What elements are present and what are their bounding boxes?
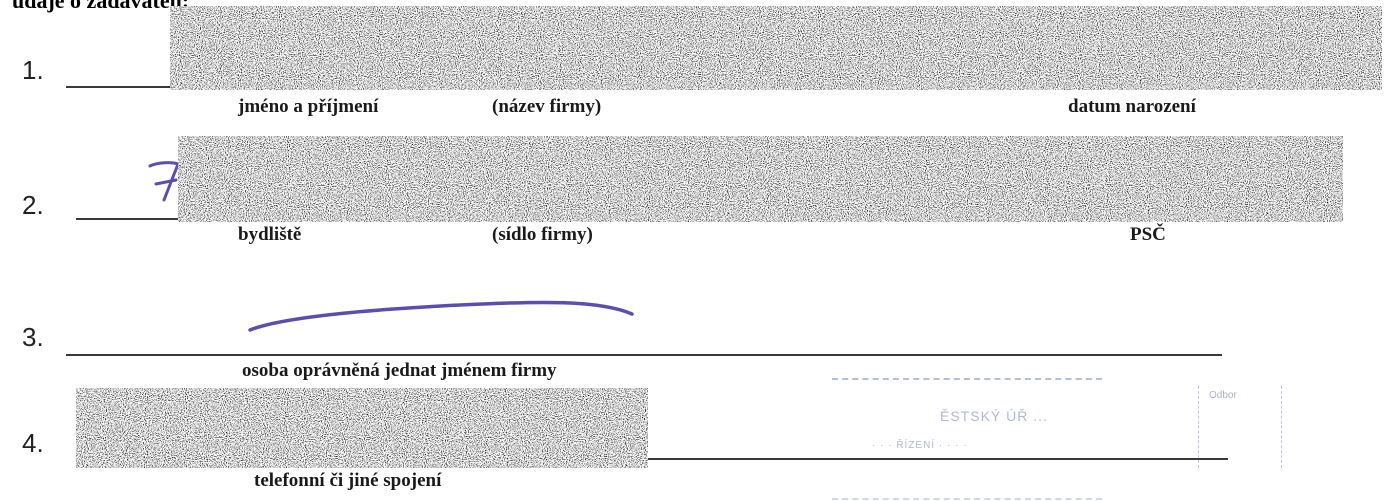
caption-contact: telefonní či jiné spojení	[254, 470, 442, 491]
caption-postal-code: PSČ	[1130, 224, 1166, 245]
row-line-4	[640, 458, 1228, 460]
caption-name: jméno a příjmení	[238, 96, 379, 117]
handwritten-seven-icon	[148, 161, 180, 202]
caption-authorized-person: osoba oprávněná jednat jménem firmy	[242, 360, 557, 381]
row-number-4: 4.	[22, 428, 44, 458]
row-number-2: 2.	[22, 190, 44, 220]
stamp-box-label: Odbor	[1209, 390, 1237, 401]
caption-company-seat: (sídlo firmy)	[492, 224, 593, 245]
redacted-address-block	[178, 136, 1343, 222]
section-heading: údaje o zadavateli:	[12, 0, 190, 13]
caption-residence: bydliště	[238, 224, 302, 245]
row-number-1: 1.	[22, 55, 44, 85]
redacted-name-block	[170, 6, 1382, 90]
row-line-2	[76, 218, 186, 220]
caption-birth-date: datum narození	[1068, 96, 1196, 117]
row-line-3	[66, 354, 1222, 356]
row-line-1	[66, 86, 176, 88]
stamp-text-2: · · · ŘÍZENÍ · · · ·	[872, 440, 968, 451]
stamp-text-1: ĚSTSKÝ ÚŘ ...	[940, 408, 1048, 424]
stamp-box: Odbor	[1198, 386, 1282, 468]
handwritten-stroke-icon	[248, 300, 634, 332]
row-number-3: 3.	[22, 322, 44, 352]
redacted-phone-block	[76, 388, 648, 468]
faded-stamp: ĚSTSKÝ ÚŘ ... · · · ŘÍZENÍ · · · ·	[832, 378, 1102, 500]
caption-company-name: (název firmy)	[492, 96, 602, 117]
